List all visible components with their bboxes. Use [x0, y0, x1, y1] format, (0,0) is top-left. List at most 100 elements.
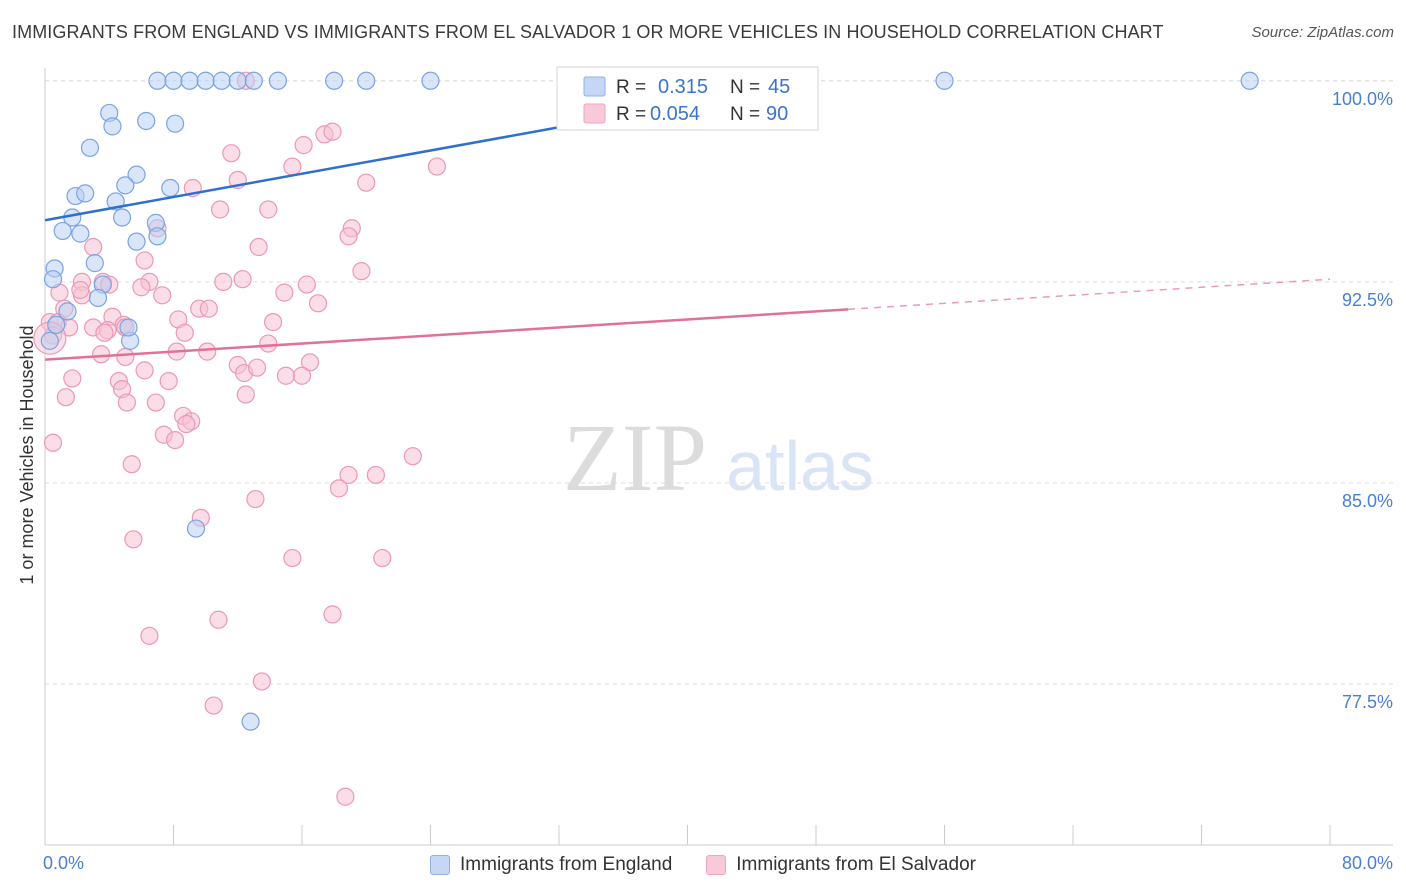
stats-n-label-elsalvador: N =	[730, 104, 760, 125]
england-point-16	[103, 117, 122, 136]
england-point-21	[116, 176, 135, 195]
elsalvador-point-13	[339, 227, 358, 246]
england-point-2	[180, 71, 199, 90]
watermark-zip: ZIP	[563, 404, 707, 511]
legend-swatch-england	[430, 855, 451, 875]
england-point-42	[119, 318, 138, 337]
stats-n-value-england: 45	[768, 76, 790, 98]
y-axis-label: 1 or more Vehicles in Household	[17, 325, 37, 584]
elsalvador-point-35	[199, 299, 218, 318]
legend-label-england: Immigrants from England	[460, 854, 673, 875]
england-point-17	[137, 111, 156, 131]
elsalvador-point-5	[283, 157, 302, 176]
stats-swatch-elsalvador	[583, 103, 606, 124]
elsalvador-point-3	[323, 122, 342, 141]
elsalvador-point-85	[323, 605, 342, 624]
y-axis-label-group: 1 or more Vehicles in Household	[17, 325, 37, 584]
x-tick-label-min: 0.0%	[43, 853, 84, 873]
stats-r-value-elsalvador: 0.054	[650, 103, 700, 125]
elsalvador-point-18	[352, 262, 371, 281]
elsalvador-point-29	[71, 280, 90, 300]
england-point-40	[40, 331, 59, 350]
watermark: ZIP atlas	[563, 404, 874, 511]
stats-n-label-england: N =	[730, 77, 760, 98]
elsalvador-point-58	[247, 358, 267, 377]
elsalvador-point-73	[166, 430, 185, 450]
elsalvador-point-78	[339, 465, 358, 485]
source-label: Source: ZipAtlas.com	[1251, 24, 1394, 41]
elsalvador-point-23	[214, 272, 233, 291]
elsalvador-point-65	[56, 388, 75, 407]
elsalvador-point-87	[140, 626, 159, 645]
elsalvador-point-26	[132, 278, 151, 297]
elsalvador-point-82	[124, 530, 143, 549]
elsalvador-point-53	[116, 347, 135, 367]
elsalvador-point-79	[329, 479, 349, 498]
elsalvador-point-71	[177, 414, 196, 434]
england-point-33	[85, 254, 104, 273]
elsalvador-point-84	[373, 548, 392, 568]
england-point-5	[228, 71, 247, 90]
elsalvador-point-11	[259, 200, 278, 219]
england-point-38	[58, 302, 77, 321]
england-point-18	[166, 114, 185, 133]
series-elsalvador-points	[33, 71, 447, 806]
legend-item-england[interactable]: Immigrants from England	[430, 854, 672, 876]
stats-r-label-elsalvador: R =	[616, 104, 646, 125]
elsalvador-point-63	[159, 371, 178, 391]
england-point-22	[161, 178, 180, 198]
elsalvador-point-61	[63, 369, 82, 388]
england-point-1	[164, 71, 183, 90]
y-tick-label-2: 85.0%	[1342, 491, 1393, 511]
elsalvador-point-10	[210, 200, 230, 219]
elsalvador-point-86	[209, 610, 228, 629]
england-point-8	[325, 71, 344, 90]
elsalvador-point-52	[92, 345, 111, 364]
england-point-35	[43, 270, 63, 289]
stats-box: R = 0.315 N = 45 R = 0.054 N = 90	[556, 66, 819, 131]
elsalvador-point-75	[403, 447, 422, 466]
stats-r-value-england: 0.315	[658, 76, 708, 98]
elsalvador-point-4	[222, 144, 241, 163]
stats-r-label-england: R =	[616, 77, 646, 98]
elsalvador-point-25	[297, 275, 316, 294]
england-point-43	[186, 519, 206, 538]
elsalvador-point-17	[135, 251, 154, 270]
elsalvador-point-24	[233, 270, 252, 289]
elsalvador-point-6	[427, 157, 447, 176]
elsalvador-point-47	[175, 323, 194, 342]
elsalvador-point-77	[366, 465, 385, 485]
england-point-6	[244, 71, 263, 90]
watermark-atlas: atlas	[726, 427, 874, 505]
legend-item-elsalvador[interactable]: Immigrants from El Salvador	[706, 854, 976, 876]
england-point-29	[53, 221, 72, 241]
england-point-13	[1240, 71, 1259, 90]
england-point-19	[80, 138, 100, 157]
england-point-7	[268, 71, 288, 90]
elsalvador-point-31	[275, 283, 294, 302]
england-point-32	[148, 227, 167, 246]
elsalvador-point-56	[135, 361, 154, 380]
england-point-20	[127, 165, 146, 184]
elsalvador-point-68	[146, 393, 165, 412]
elsalvador-point-51	[198, 342, 217, 361]
elsalvador-point-54	[300, 353, 320, 372]
elsalvador-point-76	[122, 455, 141, 474]
elsalvador-point-60	[292, 366, 312, 385]
elsalvador-point-49	[259, 334, 278, 353]
england-point-30	[71, 224, 90, 243]
elsalvador-point-16	[249, 237, 268, 257]
elsalvador-trend-line	[44, 308, 849, 361]
y-tick-label-1: 92.5%	[1342, 290, 1393, 310]
elsalvador-point-46	[95, 323, 114, 342]
england-point-3	[196, 71, 215, 90]
england-point-31	[127, 232, 146, 251]
elsalvador-point-74	[43, 433, 63, 452]
elsalvador-point-89	[204, 696, 223, 715]
elsalvador-point-67	[117, 393, 137, 412]
axes: 100.0% 92.5% 85.0% 77.5% 0.0% 80.0%	[43, 68, 1393, 873]
england-point-24	[76, 184, 95, 203]
england-point-9	[357, 71, 376, 90]
elsalvador-point-59	[276, 366, 296, 385]
series-england-points	[40, 71, 1259, 731]
